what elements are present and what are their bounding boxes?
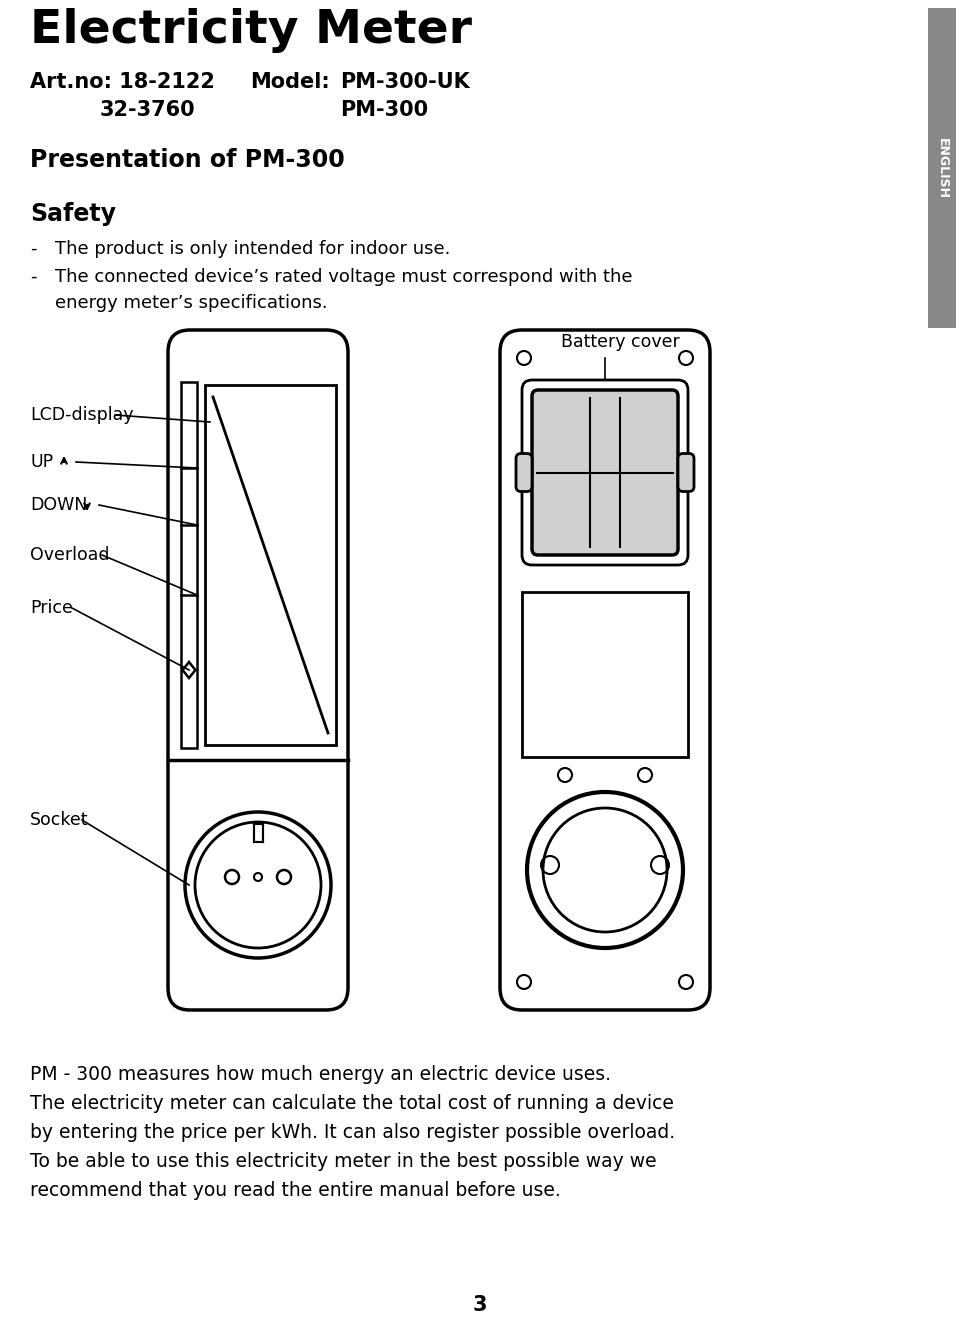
Text: DOWN: DOWN bbox=[30, 496, 87, 514]
Text: -: - bbox=[30, 240, 36, 257]
Text: Electricity Meter: Electricity Meter bbox=[30, 8, 472, 53]
Text: ENGLISH: ENGLISH bbox=[935, 137, 948, 199]
Text: PM - 300 measures how much energy an electric device uses.: PM - 300 measures how much energy an ele… bbox=[30, 1065, 611, 1085]
Bar bbox=[205, 386, 336, 744]
Text: 32-3760: 32-3760 bbox=[100, 100, 196, 120]
Text: energy meter’s specifications.: energy meter’s specifications. bbox=[55, 293, 327, 312]
FancyBboxPatch shape bbox=[168, 329, 348, 1010]
Text: PM-300: PM-300 bbox=[340, 100, 428, 120]
Text: Battery cover: Battery cover bbox=[561, 334, 680, 351]
Text: To be able to use this electricity meter in the best possible way we: To be able to use this electricity meter… bbox=[30, 1153, 657, 1171]
Text: LCD-display: LCD-display bbox=[30, 406, 133, 424]
FancyBboxPatch shape bbox=[500, 329, 710, 1010]
Text: Socket: Socket bbox=[30, 811, 88, 828]
FancyBboxPatch shape bbox=[678, 454, 694, 491]
Text: The electricity meter can calculate the total cost of running a device: The electricity meter can calculate the … bbox=[30, 1094, 674, 1113]
Text: recommend that you read the entire manual before use.: recommend that you read the entire manua… bbox=[30, 1181, 561, 1201]
Bar bbox=[181, 382, 197, 748]
Bar bbox=[522, 592, 688, 756]
Text: Model:: Model: bbox=[250, 72, 329, 92]
Text: 3: 3 bbox=[472, 1295, 488, 1315]
Text: The connected device’s rated voltage must correspond with the: The connected device’s rated voltage mus… bbox=[55, 268, 633, 285]
FancyBboxPatch shape bbox=[532, 390, 678, 555]
Text: -: - bbox=[30, 268, 36, 285]
Text: Overload: Overload bbox=[30, 546, 109, 564]
Text: The product is only intended for indoor use.: The product is only intended for indoor … bbox=[55, 240, 450, 257]
Text: Price: Price bbox=[30, 599, 73, 618]
Bar bbox=[253, 824, 262, 842]
Text: by entering the price per kWh. It can also register possible overload.: by entering the price per kWh. It can al… bbox=[30, 1123, 675, 1142]
Text: Art.no: 18-2122: Art.no: 18-2122 bbox=[30, 72, 215, 92]
FancyBboxPatch shape bbox=[516, 454, 532, 491]
Text: UP: UP bbox=[30, 454, 53, 471]
Text: PM-300-UK: PM-300-UK bbox=[340, 72, 469, 92]
Text: Presentation of PM-300: Presentation of PM-300 bbox=[30, 148, 345, 172]
Text: Safety: Safety bbox=[30, 201, 116, 225]
Bar bbox=[928, 8, 956, 328]
